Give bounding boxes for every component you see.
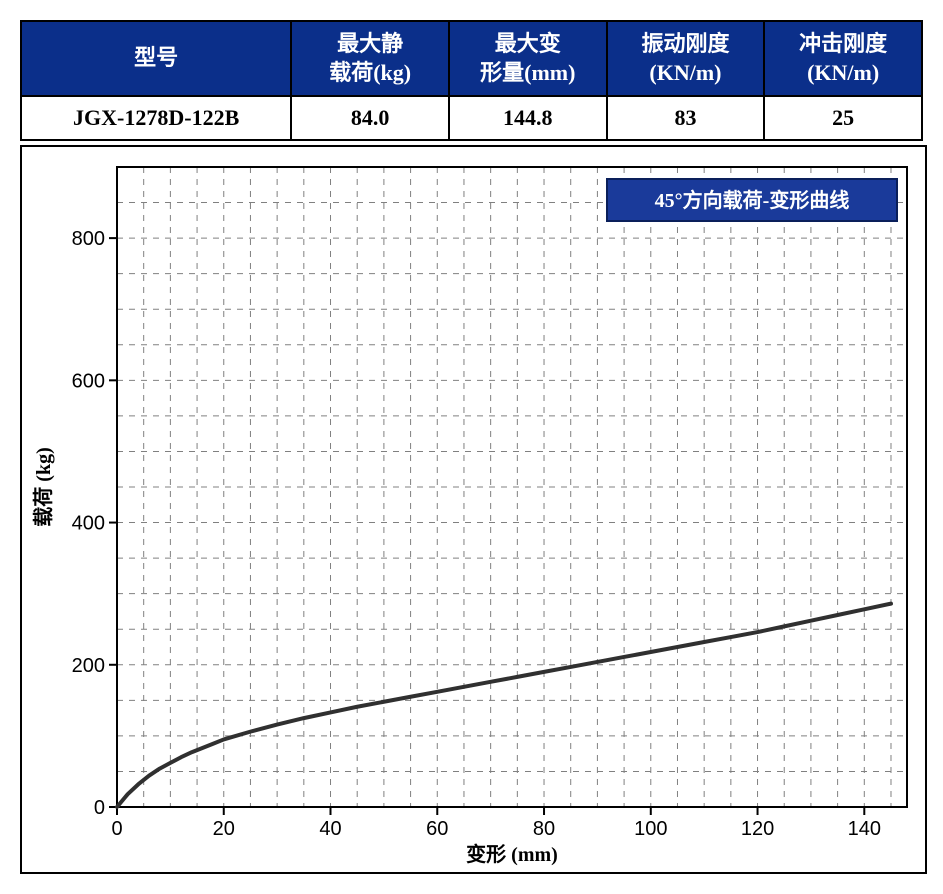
- header-max-static-load: 最大静载荷(kg): [291, 21, 449, 96]
- svg-text:40: 40: [319, 818, 341, 840]
- svg-text:80: 80: [533, 818, 555, 840]
- header-max-deform: 最大变形量(mm): [449, 21, 607, 96]
- chart-badge: 45°方向载荷-变形曲线: [607, 179, 897, 221]
- svg-text:60: 60: [426, 818, 448, 840]
- y-axis-label: 载荷 (kg): [31, 447, 55, 526]
- svg-text:120: 120: [741, 818, 774, 840]
- svg-text:400: 400: [72, 513, 105, 535]
- svg-text:140: 140: [848, 818, 881, 840]
- svg-text:600: 600: [72, 371, 105, 393]
- svg-text:100: 100: [634, 818, 667, 840]
- chart-container: 0 20 40 60 80 100 120 140 0 200 400 600 800 变形 (mm) 载荷…: [20, 145, 927, 874]
- cell-shock-stiff: 25: [764, 96, 922, 140]
- x-axis-label: 变形 (mm): [466, 842, 558, 866]
- header-model: 型号: [21, 21, 291, 96]
- table-header-row: 型号 最大静载荷(kg) 最大变形量(mm) 振动刚度(KN/m) 冲击刚度(K…: [21, 21, 922, 96]
- table-row: JGX-1278D-122B 84.0 144.8 83 25: [21, 96, 922, 140]
- cell-vib-stiff: 83: [607, 96, 765, 140]
- spec-table: 型号 最大静载荷(kg) 最大变形量(mm) 振动刚度(KN/m) 冲击刚度(K…: [20, 20, 923, 141]
- cell-max-deform: 144.8: [449, 96, 607, 140]
- svg-text:200: 200: [72, 655, 105, 677]
- svg-text:800: 800: [72, 228, 105, 250]
- header-shock-stiff: 冲击刚度(KN/m): [764, 21, 922, 96]
- svg-text:0: 0: [94, 797, 105, 819]
- svg-text:45°方向载荷-变形曲线: 45°方向载荷-变形曲线: [655, 188, 850, 212]
- cell-max-static-load: 84.0: [291, 96, 449, 140]
- header-vib-stiff: 振动刚度(KN/m): [607, 21, 765, 96]
- load-deformation-chart: 0 20 40 60 80 100 120 140 0 200 400 600 800 变形 (mm) 载荷…: [22, 147, 925, 867]
- svg-text:20: 20: [213, 818, 235, 840]
- svg-text:0: 0: [111, 818, 122, 840]
- cell-model: JGX-1278D-122B: [21, 96, 291, 140]
